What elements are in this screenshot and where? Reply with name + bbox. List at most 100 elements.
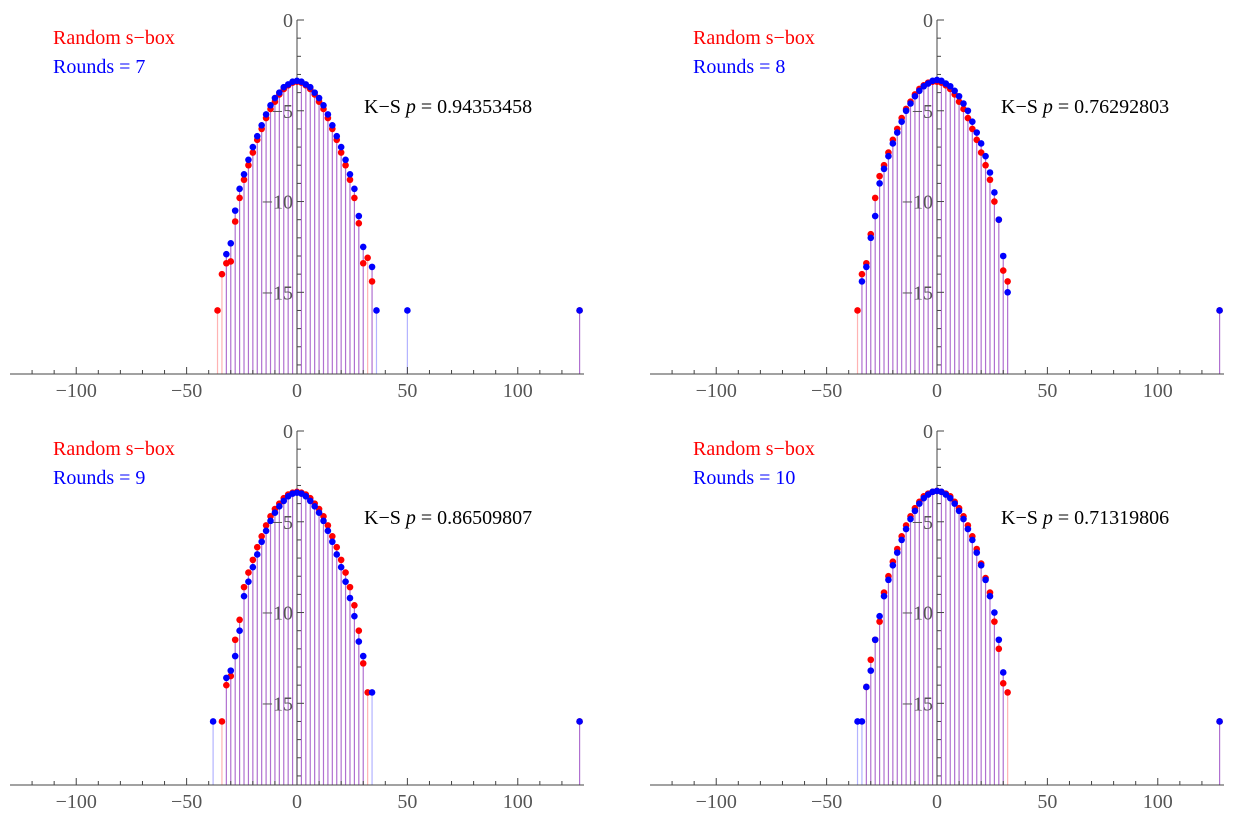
red-point [342,161,349,169]
blue-point [960,100,967,107]
blue-point [898,118,905,125]
blue-point [311,503,318,510]
blue-point [871,212,879,220]
y-tick-label: −15 [902,282,933,304]
x-tick-label: −100 [696,791,737,813]
y-tick-label: −10 [262,192,293,214]
blue-point [368,689,376,696]
blue-point [324,527,332,535]
legend-random-sbox: Random s−box [693,438,815,460]
ks-value: = 0.71319806 [1052,507,1170,529]
ks-prefix: K−S [1001,507,1043,529]
red-point [337,149,345,156]
x-tick-label: 50 [1037,380,1057,402]
blue-point [893,129,901,136]
blue-point [373,307,380,314]
y-tick-label: −5 [912,101,933,123]
x-tick-label: −50 [171,791,202,813]
red-point [236,194,243,202]
blue-point [858,278,866,285]
blue-point [253,132,261,140]
red-point [858,270,866,278]
blue-point [999,669,1007,676]
blue-point [871,636,879,644]
blue-point [1004,289,1011,296]
blue-point [876,180,883,187]
blue-point [1216,718,1223,725]
blue-point [236,627,243,634]
blue-point [311,89,318,96]
y-tick-label: 0 [283,421,293,443]
blue-point [262,111,270,118]
blue-point [973,129,981,136]
red-point [214,307,221,314]
blue-point [276,89,283,96]
red-point [364,254,371,262]
red-point [969,125,976,133]
red-point [262,522,270,529]
x-tick-label: 50 [397,380,417,402]
legend: Random s−box Rounds = 9 [53,435,175,493]
blue-point [880,165,888,173]
y-tick-label: 0 [283,10,293,32]
blue-point [898,536,905,544]
legend: Random s−box Rounds = 7 [53,24,175,82]
blue-point [964,525,972,533]
blue-point [876,612,883,620]
legend-rounds: Rounds = 10 [693,467,796,489]
red-point [359,660,367,667]
blue-point [969,536,976,544]
blue-point [271,94,279,102]
red-point [346,176,354,184]
blue-point [351,185,358,193]
blue-point [951,500,958,507]
red-point [991,198,998,205]
ks-value: = 0.76292803 [1052,96,1170,118]
red-point [346,583,354,591]
x-tick-label: 0 [292,791,302,813]
blue-point [867,667,875,674]
x-tick-label: −100 [56,380,97,402]
blue-point [320,517,327,525]
blue-point [960,515,967,523]
blue-point [302,493,310,500]
blue-point [271,509,279,516]
blue-point [880,592,888,600]
red-point [337,556,345,564]
blue-point [964,107,972,115]
series-blue [223,77,583,314]
red-point [329,532,336,540]
red-point [245,569,252,576]
blue-point [982,152,989,160]
blue-point [982,576,989,584]
red-point [1004,278,1011,285]
chart-panel-rounds-9: −100 −50 0 50 100 0 −5 −10 −15 Random s−box Roun… [0,411,600,821]
red-point [995,645,1003,653]
blue-point [276,503,283,510]
blue-point [262,527,270,535]
ks-p-symbol: p [1042,507,1053,529]
ks-p-symbol: p [405,96,416,118]
red-point [324,522,332,529]
red-point [876,618,883,625]
red-point [999,267,1007,274]
blue-point [306,83,314,91]
blue-point [267,517,274,525]
x-tick-label: −50 [811,380,842,402]
x-tick-label: 100 [503,380,533,402]
red-point [231,636,239,644]
y-tick-label: −15 [262,282,293,304]
blue-point [404,307,411,314]
red-point [249,556,257,564]
y-tick-label: −10 [902,192,933,214]
red-point [991,618,998,625]
blue-point [258,121,265,129]
y-tick-label: 0 [923,10,933,32]
blue-point [863,683,870,691]
ks-annotation: K−S p = 0.71319806 [1001,507,1169,530]
y-tick-label: −15 [902,693,933,715]
blue-point [955,92,963,100]
blue-point [885,576,892,584]
blue-point [991,609,998,616]
blue-point [337,563,345,571]
